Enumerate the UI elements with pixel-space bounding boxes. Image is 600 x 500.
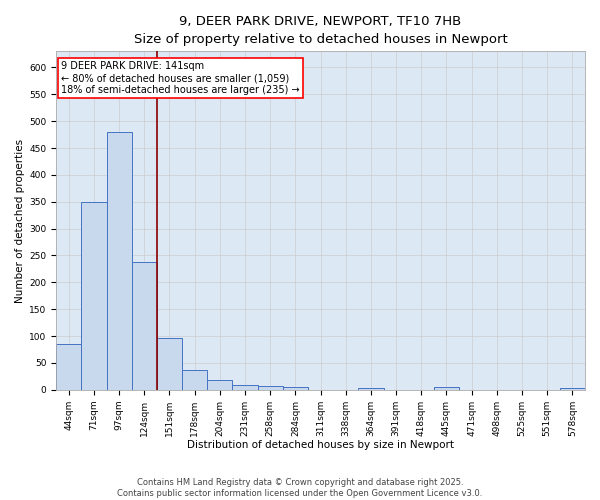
Bar — [232, 386, 257, 390]
Title: 9, DEER PARK DRIVE, NEWPORT, TF10 7HB
Size of property relative to detached hous: 9, DEER PARK DRIVE, NEWPORT, TF10 7HB Si… — [134, 15, 508, 46]
Bar — [56, 344, 82, 390]
Bar — [157, 338, 182, 390]
Bar — [182, 370, 207, 390]
Bar — [434, 387, 459, 390]
Bar — [107, 132, 131, 390]
Text: 9 DEER PARK DRIVE: 141sqm
← 80% of detached houses are smaller (1,059)
18% of se: 9 DEER PARK DRIVE: 141sqm ← 80% of detac… — [61, 62, 300, 94]
Bar — [207, 380, 232, 390]
Bar — [283, 387, 308, 390]
Bar — [257, 386, 283, 390]
Bar — [82, 202, 107, 390]
Y-axis label: Number of detached properties: Number of detached properties — [15, 138, 25, 302]
Bar — [131, 262, 157, 390]
X-axis label: Distribution of detached houses by size in Newport: Distribution of detached houses by size … — [187, 440, 454, 450]
Bar — [560, 388, 585, 390]
Text: Contains HM Land Registry data © Crown copyright and database right 2025.
Contai: Contains HM Land Registry data © Crown c… — [118, 478, 482, 498]
Bar — [358, 388, 383, 390]
